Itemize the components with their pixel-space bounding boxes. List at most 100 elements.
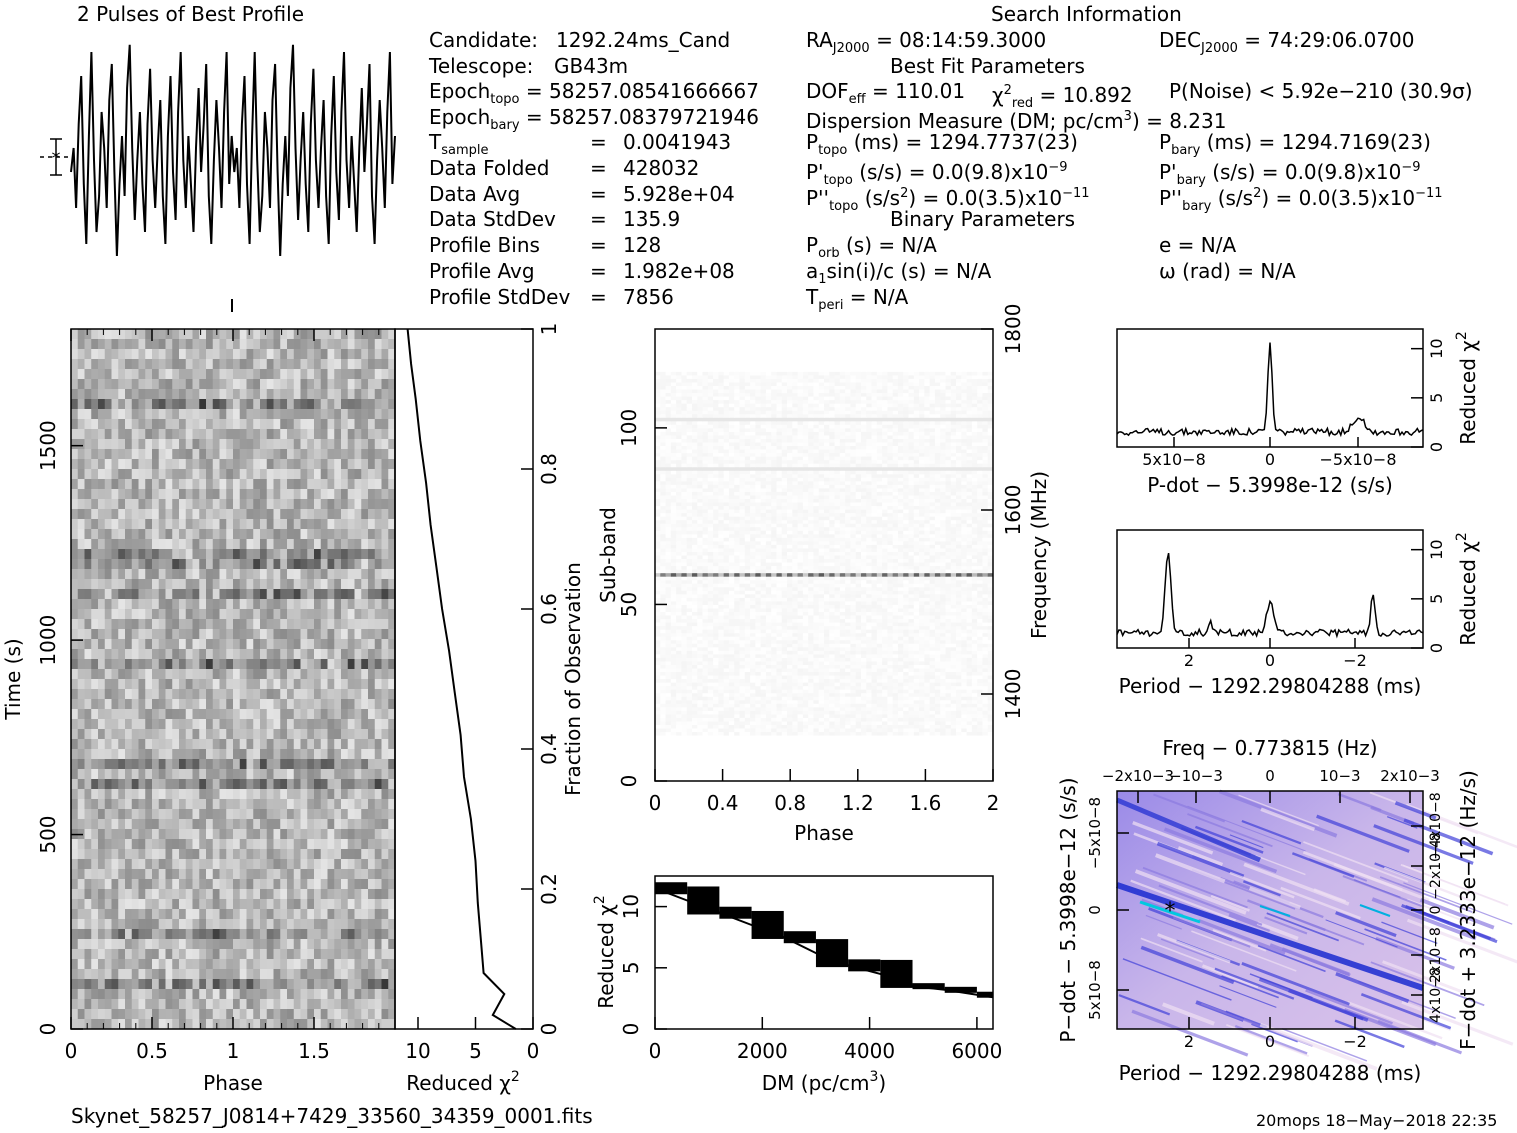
time-phase-cell <box>98 359 106 370</box>
time-phase-cell <box>239 469 247 480</box>
time-phase-cell <box>118 929 126 940</box>
time-phase-cell <box>293 349 301 360</box>
subband-cell <box>971 756 978 761</box>
time-phase-cell <box>381 509 389 520</box>
subband-cell <box>818 724 825 729</box>
time-phase-cell <box>118 669 126 680</box>
subband-cell <box>765 749 772 754</box>
time-phase-cell <box>368 779 376 790</box>
subband-cell <box>903 717 909 722</box>
time-phase-cell <box>131 979 139 990</box>
time-phase-cell <box>131 799 139 810</box>
time-phase-cell <box>145 689 153 700</box>
time-phase-cell <box>165 409 173 420</box>
time-phase-cell <box>246 719 254 730</box>
time-phase-cell <box>206 409 214 420</box>
time-phase-cell <box>158 409 166 420</box>
time-phase-cell <box>145 549 153 560</box>
time-phase-cell <box>388 799 396 810</box>
time-phase-cell <box>152 939 160 950</box>
time-phase-cell <box>320 569 328 580</box>
subband-cell <box>887 749 894 754</box>
time-phase-cell <box>388 839 396 850</box>
time-phase-cell <box>374 439 382 450</box>
time-phase-cell <box>118 819 126 830</box>
subband-cell <box>866 720 873 725</box>
time-phase-cell <box>293 799 301 810</box>
time-phase-cell <box>145 959 153 970</box>
subband-cell <box>903 735 909 740</box>
time-phase-cell <box>374 529 382 540</box>
subband-cell <box>655 742 661 747</box>
subband-cell <box>792 773 799 778</box>
time-phase-cell <box>152 619 160 630</box>
time-phase-cell <box>361 889 369 900</box>
time-phase-cell <box>104 999 112 1010</box>
subband-cell <box>797 742 804 747</box>
time-phase-cell <box>145 889 153 900</box>
subband-cell <box>750 763 756 768</box>
subband-cell <box>913 735 920 740</box>
time-phase-cell <box>145 769 153 780</box>
subband-cell <box>760 777 767 782</box>
time-phase-cell <box>131 709 139 720</box>
time-phase-cell <box>327 789 335 800</box>
time-phase-cell <box>381 689 389 700</box>
time-phase-cell <box>354 889 362 900</box>
time-phase-cell <box>158 679 166 690</box>
time-phase-cell <box>307 659 315 670</box>
subband-cell <box>665 752 672 757</box>
time-phase-cell <box>300 829 308 840</box>
subband-cell <box>876 717 883 722</box>
time-phase-cell <box>341 899 349 910</box>
time-phase-cell <box>71 929 79 940</box>
time-phase-cell <box>98 939 106 950</box>
time-phase-cell <box>131 479 139 490</box>
time-phase-cell <box>341 339 349 350</box>
time-phase-cell <box>327 909 335 920</box>
time-phase-cell <box>314 659 322 670</box>
time-phase-cell <box>131 899 139 910</box>
time-phase-cell <box>138 539 146 550</box>
time-phase-cell <box>260 799 268 810</box>
time-phase-cell <box>152 479 160 490</box>
time-phase-cell <box>98 729 106 740</box>
subband-cell <box>982 713 989 718</box>
time-phase-cell <box>266 639 274 650</box>
subband-cell <box>987 749 994 754</box>
subband-cell <box>956 713 962 718</box>
time-phase-cell <box>320 619 328 630</box>
time-phase-cell <box>341 509 349 520</box>
time-phase-cell <box>320 849 328 860</box>
time-phase-cell <box>361 519 369 530</box>
time-phase-cell <box>206 699 214 710</box>
time-phase-cell <box>374 989 382 1000</box>
time-phase-cell <box>293 849 301 860</box>
time-phase-cell <box>199 509 207 520</box>
time-phase-cell <box>111 709 119 720</box>
time-phase-cell <box>334 1009 342 1020</box>
time-phase-cell <box>84 789 92 800</box>
time-phase-cell <box>233 839 241 850</box>
time-phase-cell <box>192 699 200 710</box>
time-phase-cell <box>341 739 349 750</box>
time-phase-cell <box>192 339 200 350</box>
time-phase-cell <box>71 359 79 370</box>
subband-cell <box>660 770 667 775</box>
time-phase-cell <box>260 809 268 820</box>
subband-cell <box>797 720 804 725</box>
subband-cell <box>903 773 909 778</box>
time-phase-cell <box>381 499 389 510</box>
time-phase-cell <box>354 639 362 650</box>
time-phase-cell <box>260 429 268 440</box>
subband-cell <box>655 724 661 729</box>
time-phase-cell <box>84 869 92 880</box>
time-phase-cell <box>165 669 173 680</box>
time-phase-cell <box>280 419 288 430</box>
time-phase-cell <box>314 819 322 830</box>
subband-cell <box>760 724 767 729</box>
time-phase-cell <box>152 329 160 340</box>
time-phase-cell <box>266 899 274 910</box>
time-phase-cell <box>388 399 396 410</box>
time-phase-cell <box>260 379 268 390</box>
